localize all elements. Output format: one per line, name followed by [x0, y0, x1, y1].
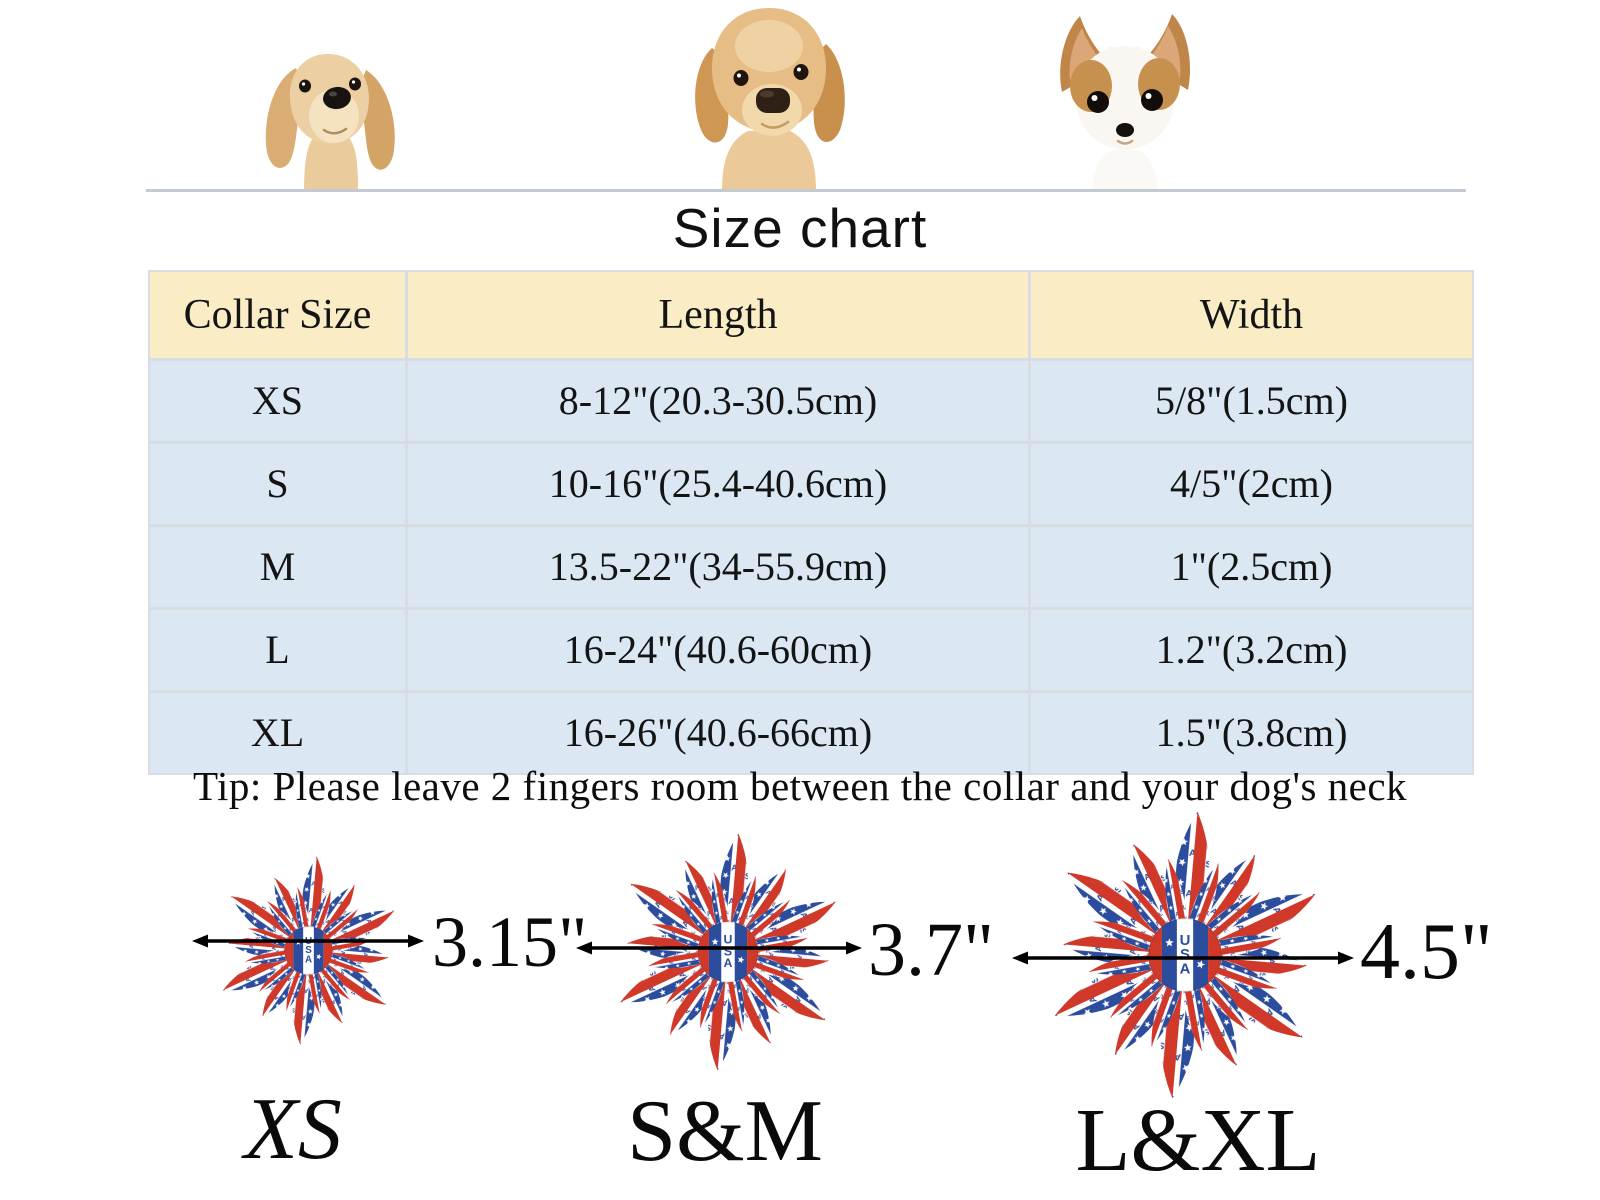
header-collar-size: Collar Size: [150, 272, 405, 358]
divider-line: [146, 189, 1466, 192]
size-label-lxl: L&XL: [1075, 1091, 1321, 1190]
diameter-label-sm: 3.7": [868, 908, 995, 992]
cell-xl-width: 1.5"(3.8cm): [1031, 693, 1472, 773]
dachshund-puppy-image: [265, 54, 395, 191]
diameter-arrow-sm: [576, 941, 862, 955]
cell-m-width: 1"(2.5cm): [1031, 527, 1472, 607]
cell-m-size: M: [150, 527, 405, 607]
diameter-arrow-xs: [192, 934, 424, 948]
cell-l-length: 16-24"(40.6-60cm): [408, 610, 1028, 690]
size-table: Collar Size Length Width XS 8-12"(20.3-3…: [148, 270, 1474, 775]
header-width: Width: [1031, 272, 1472, 358]
cell-m-length: 13.5-22"(34-55.9cm): [408, 527, 1028, 607]
diameter-label-lxl: 4.5": [1360, 908, 1493, 996]
chihuahua-puppy-image: [1060, 14, 1191, 191]
diameter-arrow-lxl: [1012, 951, 1354, 965]
cell-s-size: S: [150, 444, 405, 524]
cell-l-size: L: [150, 610, 405, 690]
golden-retriever-puppy-image: [695, 8, 845, 191]
size-label-sm: S&M: [627, 1083, 823, 1180]
cell-xs-size: XS: [150, 361, 405, 441]
tip-text: Tip: Please leave 2 fingers room between…: [192, 763, 1408, 809]
cell-xs-length: 8-12"(20.3-30.5cm): [408, 361, 1028, 441]
cell-xs-width: 5/8"(1.5cm): [1031, 361, 1472, 441]
page-title: Size chart: [672, 197, 928, 259]
cell-l-width: 1.2"(3.2cm): [1031, 610, 1472, 690]
cell-s-width: 4/5"(2cm): [1031, 444, 1472, 524]
cell-s-length: 10-16"(25.4-40.6cm): [408, 444, 1028, 524]
header-length: Length: [408, 272, 1028, 358]
cell-xl-length: 16-26"(40.6-66cm): [408, 693, 1028, 773]
cell-xl-size: XL: [150, 693, 405, 773]
size-label-xs: XS: [244, 1081, 342, 1178]
diameter-label-xs: 3.15": [432, 902, 588, 982]
